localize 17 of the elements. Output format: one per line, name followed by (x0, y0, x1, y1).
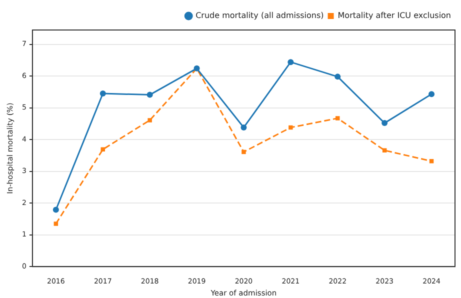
legend-label: Mortality after ICU exclusion (338, 11, 451, 20)
point (382, 148, 387, 152)
point (240, 124, 247, 130)
point (336, 116, 340, 120)
point (429, 159, 434, 164)
point (288, 59, 294, 66)
point (288, 125, 293, 130)
point (146, 92, 153, 98)
point (52, 206, 59, 213)
point (54, 222, 58, 226)
point (100, 90, 106, 97)
point (148, 118, 152, 122)
point (242, 150, 246, 154)
legend-label: Crude mortality (all admissions) (196, 11, 324, 20)
point (334, 74, 341, 80)
point (428, 91, 435, 98)
point (382, 120, 388, 126)
